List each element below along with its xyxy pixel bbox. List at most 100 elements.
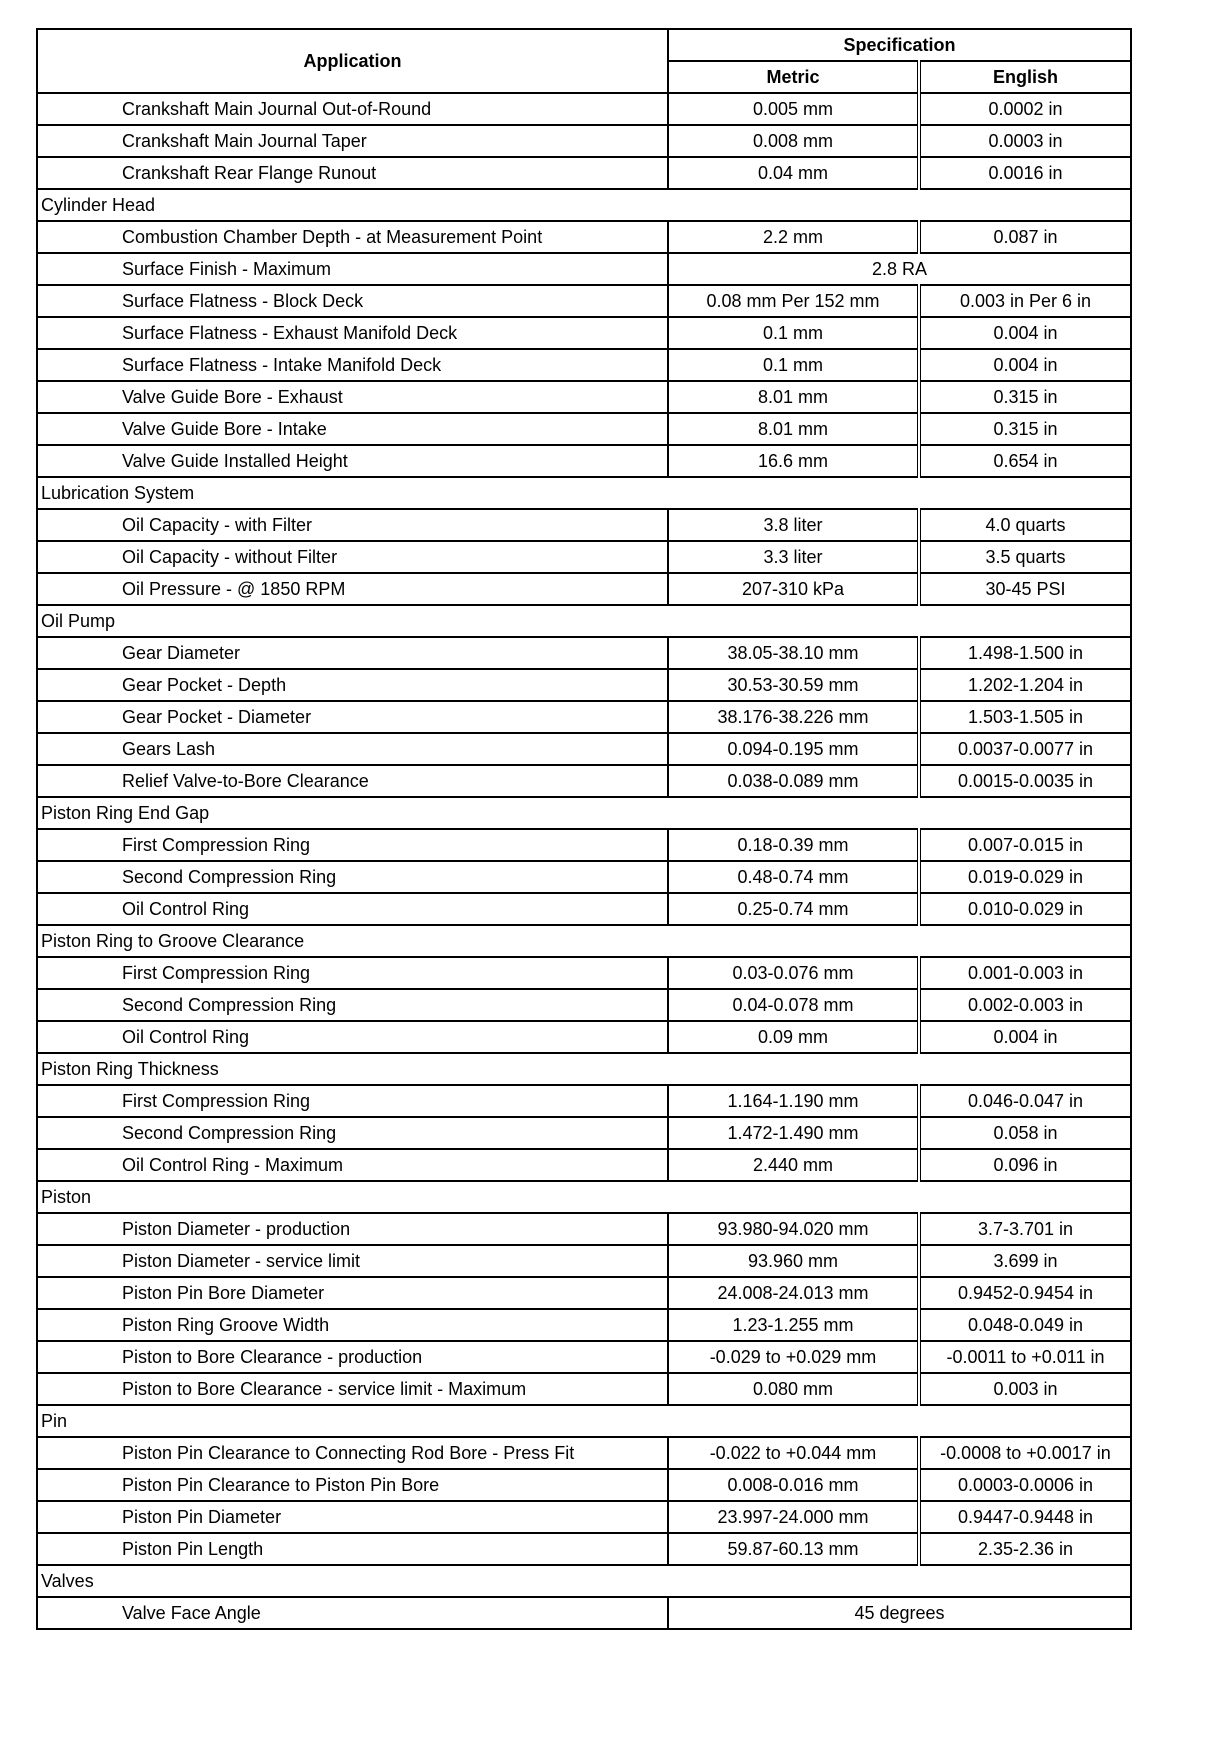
application-header: Application: [36, 28, 669, 94]
metric-cell: 59.87-60.13 mm: [667, 1532, 921, 1566]
english-cell: 0.003 in Per 6 in: [918, 284, 1132, 318]
spec-value-cell: 2.8 RA: [667, 252, 1132, 286]
metric-cell: 93.960 mm: [667, 1244, 921, 1278]
english-cell: 0.019-0.029 in: [918, 860, 1132, 894]
english-cell: 0.0002 in: [918, 92, 1132, 126]
table-row: Second Compression Ring 0.48-0.74 mm 0.019…: [36, 860, 1132, 894]
application-cell: Relief Valve-to-Bore Clearance: [36, 764, 669, 798]
english-cell: 0.315 in: [918, 380, 1132, 414]
metric-header: Metric: [667, 60, 921, 94]
english-cell: 0.315 in: [918, 412, 1132, 446]
table-row: Valve Guide Bore - Intake 8.01 mm 0.315 in: [36, 412, 1132, 446]
table-row: First Compression Ring 0.03-0.076 mm 0.001…: [36, 956, 1132, 990]
english-cell: 0.9452-0.9454 in: [918, 1276, 1132, 1310]
table-row: Surface Flatness - Block Deck 0.08 mm Per…: [36, 284, 1132, 318]
english-cell: 0.0003-0.0006 in: [918, 1468, 1132, 1502]
section-row: Piston Ring to Groove Clearance: [36, 924, 1132, 958]
specification-table: Application Specification Metric English…: [36, 28, 1132, 1630]
metric-cell: 1.23-1.255 mm: [667, 1308, 921, 1342]
metric-cell: 0.09 mm: [667, 1020, 921, 1054]
table-row: Oil Capacity - with Filter 3.8 liter 4.0 q…: [36, 508, 1132, 542]
metric-cell: 0.48-0.74 mm: [667, 860, 921, 894]
metric-cell: -0.029 to +0.029 mm: [667, 1340, 921, 1374]
table-row: Gear Diameter 38.05-38.10 mm 1.498-1.500 i…: [36, 636, 1132, 670]
section-heading: Piston Ring End Gap: [36, 796, 1132, 830]
table-row: Oil Pressure - @ 1850 RPM 207-310 kPa 30-4…: [36, 572, 1132, 606]
application-cell: Piston Diameter - service limit: [36, 1244, 669, 1278]
metric-cell: 3.3 liter: [667, 540, 921, 574]
english-cell: -0.0011 to +0.011 in: [918, 1340, 1132, 1374]
table-row: Surface Flatness - Exhaust Manifold Deck…: [36, 316, 1132, 350]
application-cell: Piston to Bore Clearance - service limit…: [36, 1372, 669, 1406]
section-row: Lubrication System: [36, 476, 1132, 510]
application-cell: Piston Pin Clearance to Connecting Rod B…: [36, 1436, 669, 1470]
metric-cell: 2.2 mm: [667, 220, 921, 254]
application-cell: Second Compression Ring: [36, 1116, 669, 1150]
application-cell: First Compression Ring: [36, 956, 669, 990]
table-row: First Compression Ring 0.18-0.39 mm 0.007-…: [36, 828, 1132, 862]
table-row: Surface Flatness - Intake Manifold Deck 0…: [36, 348, 1132, 382]
english-cell: 0.004 in: [918, 316, 1132, 350]
metric-cell: 0.005 mm: [667, 92, 921, 126]
metric-cell: 0.04-0.078 mm: [667, 988, 921, 1022]
metric-cell: 8.01 mm: [667, 380, 921, 414]
application-cell: Oil Capacity - with Filter: [36, 508, 669, 542]
english-cell: -0.0008 to +0.0017 in: [918, 1436, 1132, 1470]
application-cell: Piston Pin Clearance to Piston Pin Bore: [36, 1468, 669, 1502]
english-cell: 0.001-0.003 in: [918, 956, 1132, 990]
application-cell: Crankshaft Main Journal Taper: [36, 124, 669, 158]
table-row: Combustion Chamber Depth - at Measuremen…: [36, 220, 1132, 254]
section-heading: Piston Ring to Groove Clearance: [36, 924, 1132, 958]
metric-cell: 0.008 mm: [667, 124, 921, 158]
metric-cell: 0.008-0.016 mm: [667, 1468, 921, 1502]
section-row: Piston Ring Thickness: [36, 1052, 1132, 1086]
table-row: Gear Pocket - Diameter 38.176-38.226 mm 1.…: [36, 700, 1132, 734]
spec-value-cell: 45 degrees: [667, 1596, 1132, 1630]
table-row: Gear Pocket - Depth 30.53-30.59 mm 1.202-1…: [36, 668, 1132, 702]
application-cell: Oil Capacity - without Filter: [36, 540, 669, 574]
table-row: Piston Pin Diameter 23.997-24.000 mm 0.944…: [36, 1500, 1132, 1534]
metric-cell: 2.440 mm: [667, 1148, 921, 1182]
application-cell: Valve Guide Bore - Exhaust: [36, 380, 669, 414]
table-row: Piston to Bore Clearance - service limit…: [36, 1372, 1132, 1406]
english-cell: 30-45 PSI: [918, 572, 1132, 606]
section-row: Piston: [36, 1180, 1132, 1214]
application-cell: Piston Ring Groove Width: [36, 1308, 669, 1342]
section-heading: Oil Pump: [36, 604, 1132, 638]
english-cell: 0.0037-0.0077 in: [918, 732, 1132, 766]
table-row: Piston Pin Bore Diameter 24.008-24.013 mm…: [36, 1276, 1132, 1310]
metric-cell: 30.53-30.59 mm: [667, 668, 921, 702]
metric-cell: 8.01 mm: [667, 412, 921, 446]
metric-cell: 0.094-0.195 mm: [667, 732, 921, 766]
table-row: Piston Pin Clearance to Piston Pin Bore 0…: [36, 1468, 1132, 1502]
section-heading: Piston Ring Thickness: [36, 1052, 1132, 1086]
section-heading: Cylinder Head: [36, 188, 1132, 222]
application-cell: First Compression Ring: [36, 828, 669, 862]
table-row: Piston Diameter - service limit 93.960 mm…: [36, 1244, 1132, 1278]
english-cell: 3.699 in: [918, 1244, 1132, 1278]
metric-cell: 3.8 liter: [667, 508, 921, 542]
english-cell: 1.202-1.204 in: [918, 668, 1132, 702]
english-cell: 3.7-3.701 in: [918, 1212, 1132, 1246]
table-row: Piston Ring Groove Width 1.23-1.255 mm 0.0…: [36, 1308, 1132, 1342]
metric-cell: 0.03-0.076 mm: [667, 956, 921, 990]
table-row: Surface Finish - Maximum 2.8 RA: [36, 252, 1132, 286]
english-cell: 0.004 in: [918, 1020, 1132, 1054]
application-cell: Combustion Chamber Depth - at Measuremen…: [36, 220, 669, 254]
metric-cell: 23.997-24.000 mm: [667, 1500, 921, 1534]
metric-cell: 38.176-38.226 mm: [667, 700, 921, 734]
metric-cell: 0.080 mm: [667, 1372, 921, 1406]
metric-cell: -0.022 to +0.044 mm: [667, 1436, 921, 1470]
application-cell: Oil Control Ring: [36, 1020, 669, 1054]
table-row: First Compression Ring 1.164-1.190 mm 0.04…: [36, 1084, 1132, 1118]
application-cell: Oil Pressure - @ 1850 RPM: [36, 572, 669, 606]
section-row: Oil Pump: [36, 604, 1132, 638]
english-cell: 0.007-0.015 in: [918, 828, 1132, 862]
english-cell: 0.654 in: [918, 444, 1132, 478]
application-cell: Gear Pocket - Diameter: [36, 700, 669, 734]
metric-cell: 1.164-1.190 mm: [667, 1084, 921, 1118]
english-cell: 3.5 quarts: [918, 540, 1132, 574]
english-cell: 0.010-0.029 in: [918, 892, 1132, 926]
application-cell: Oil Control Ring: [36, 892, 669, 926]
application-cell: Surface Finish - Maximum: [36, 252, 669, 286]
